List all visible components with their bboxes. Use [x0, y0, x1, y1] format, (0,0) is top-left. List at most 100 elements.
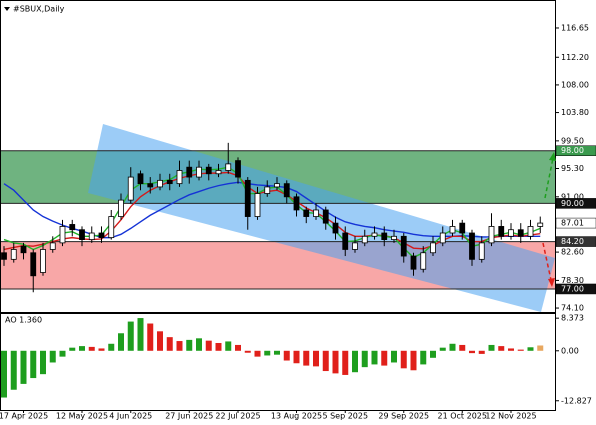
level-label-box	[555, 283, 596, 295]
candle-body	[225, 163, 232, 171]
ao-bar	[459, 344, 466, 351]
ao-bar	[303, 350, 310, 366]
candle-body	[400, 235, 407, 257]
candle-body	[88, 232, 95, 240]
level-label: 84.20	[561, 237, 584, 246]
candle-body	[254, 193, 261, 217]
x-tick-label: 27 Jun 2025	[165, 412, 213, 421]
y-tick-label: 108.00	[561, 80, 589, 89]
x-tick-label: 12 Nov 2025	[485, 412, 536, 421]
y-tick-label: 8.373	[561, 314, 584, 323]
ao-bar	[137, 318, 144, 351]
y-tick-label: 0.00	[561, 346, 579, 355]
ao-bar	[283, 350, 290, 361]
candle-body	[430, 242, 436, 254]
x-tick-label: 4 Jun 2025	[109, 412, 152, 421]
x-tick-label: 21 Oct 2025	[438, 412, 487, 421]
ao-bar	[537, 345, 544, 351]
ao-bar	[381, 350, 388, 366]
y-tick-label: -12.827	[561, 396, 592, 405]
candle-body	[517, 229, 524, 237]
ao-bar	[40, 350, 46, 375]
main-panel-border	[0, 0, 556, 313]
ao-bar	[79, 346, 85, 351]
y-tick-label: 82.60	[561, 248, 584, 257]
y-tick-label: 103.80	[561, 108, 589, 117]
ao-bar	[147, 323, 154, 351]
candle-body	[215, 170, 222, 175]
y-tick-label: 74.10	[561, 304, 584, 313]
ao-bar	[127, 321, 134, 351]
x-tick-label: 17 Apr 2025	[0, 412, 48, 421]
ao-bar	[439, 347, 446, 351]
candle-body	[59, 226, 66, 244]
candle-body	[381, 232, 388, 240]
y-tick-label: 112.20	[561, 53, 589, 62]
x-tick-label: 13 Aug 2025	[271, 412, 322, 421]
candle-body	[352, 242, 358, 250]
candle-body	[205, 166, 212, 175]
overlay	[1, 142, 555, 398]
ao-bar	[20, 350, 27, 384]
candle-body	[391, 235, 397, 240]
ao-bar	[430, 350, 436, 358]
ao-bar	[469, 350, 475, 354]
ao-bar	[186, 339, 193, 351]
ao-bar	[166, 337, 173, 351]
ao-bar	[98, 348, 105, 351]
candle-body	[303, 209, 310, 217]
candle-body	[157, 179, 163, 188]
ao-bar	[391, 350, 397, 363]
level-label: 77.00	[561, 284, 584, 293]
candle-body	[498, 226, 505, 237]
down-arrowhead	[548, 278, 555, 287]
ao-bar	[1, 350, 7, 398]
up-arrowhead	[549, 152, 556, 161]
candle-body	[508, 229, 514, 237]
ao-bar	[371, 350, 378, 365]
candle-body	[235, 160, 241, 178]
candle-body	[98, 232, 105, 239]
candle-body	[79, 229, 85, 240]
y-tick-label: 78.30	[561, 276, 584, 285]
candle-body	[20, 245, 27, 254]
candle-body	[478, 242, 485, 260]
symbol-title: #SBUX,Daily	[13, 5, 65, 14]
ao-bar	[235, 344, 241, 351]
candle-body	[371, 232, 378, 237]
candle-body	[49, 242, 56, 250]
candle-body	[332, 222, 339, 234]
level-label: 90.00	[561, 199, 584, 208]
ao-bar	[488, 344, 495, 351]
ao-bar	[215, 342, 222, 351]
y-tick-label: 91.00	[561, 192, 584, 201]
candle-body	[459, 222, 466, 234]
candle-body	[147, 183, 154, 188]
candle-body	[264, 186, 271, 194]
ao-bar	[176, 341, 183, 351]
ao-bar	[244, 350, 251, 353]
candle-body	[313, 209, 319, 217]
level-label-box	[555, 217, 596, 229]
ao-bar	[88, 346, 95, 351]
candle-body	[527, 226, 534, 237]
ao-bar	[225, 341, 232, 351]
candle-body	[342, 232, 349, 250]
ao-bar	[332, 350, 339, 374]
ao-bar	[59, 350, 66, 357]
y-tick-label: 95.30	[561, 164, 584, 173]
ao-bar	[264, 350, 271, 356]
level-label-box	[555, 236, 596, 247]
x-tick-label: 29 Sep 2025	[378, 412, 429, 421]
ao-bar	[293, 350, 300, 364]
ao-bar	[157, 331, 163, 351]
ao-bar	[449, 343, 456, 351]
down-arrow	[542, 242, 552, 281]
candle-body	[196, 166, 202, 178]
ao-bar	[196, 338, 202, 351]
ao-bar	[517, 349, 524, 351]
menu-triangle[interactable]	[4, 7, 10, 11]
candle-body	[30, 252, 37, 277]
candle-body	[420, 252, 427, 270]
